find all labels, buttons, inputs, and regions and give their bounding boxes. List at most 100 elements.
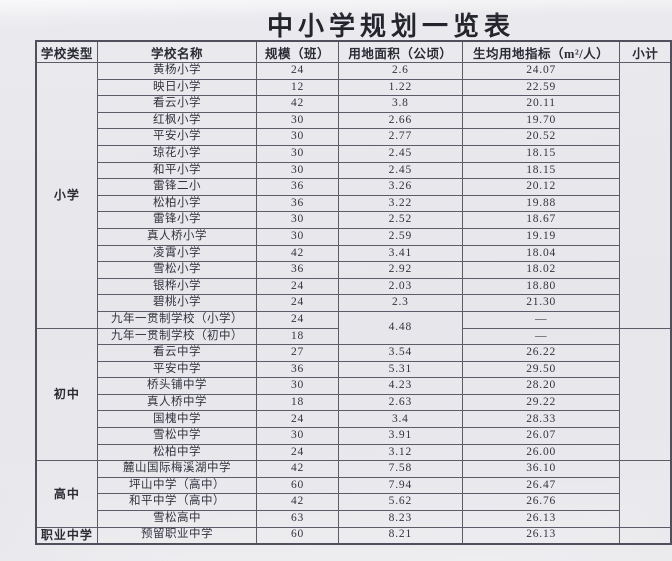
classes-cell: 24 xyxy=(256,410,339,429)
table-row: 平安中学 36 5.31 29.50 xyxy=(36,360,671,379)
area-cell: 2.45 xyxy=(337,161,463,180)
table-row: 银桦小学 24 2.03 18.80 xyxy=(36,277,671,296)
area-cell: 8.21 xyxy=(337,526,463,545)
per-capita-cell: 29.50 xyxy=(461,360,621,379)
area-cell: 5.62 xyxy=(337,493,463,512)
table-row: 初中 九年一贯制学校（初中） 18— xyxy=(35,327,672,462)
table-row: 碧桃小学 24 2.3 21.30 xyxy=(36,294,671,312)
school-name-cell: 预留职业中学 xyxy=(96,526,258,545)
table-row: 凌霄小学 42 3.41 18.04 xyxy=(36,244,671,263)
classes-cell: 36 xyxy=(256,194,339,213)
column-header-2: 规模（班） xyxy=(256,40,339,63)
table-row: 高中 麓山国际梅溪湖中学 42 7.58 36.10 xyxy=(35,460,672,528)
school-name-cell: 雪松高中 xyxy=(96,510,258,528)
per-capita-cell: 20.11 xyxy=(461,95,621,113)
classes-cell: 30 xyxy=(256,128,339,146)
header-row: 学校类型 学校名称 规模（班） 用地面积（公顷） 生均用地指标（m²/人） 小计 xyxy=(35,40,672,63)
table-row: 雷锋小学 30 2.52 18.67 xyxy=(36,211,671,229)
school-name-cell: 看云小学 xyxy=(96,95,258,113)
school-name-cell: 平安小学 xyxy=(96,128,258,146)
page-title: 中小学规划一览表 xyxy=(266,12,515,41)
per-capita-cell: 26.13 xyxy=(461,526,621,545)
per-capita-cell: — xyxy=(461,327,621,346)
classes-cell: 36 xyxy=(256,261,339,279)
area-cell: 1.22 xyxy=(337,78,463,97)
table-row: 桥头铺中学 30 4.23 28.20 xyxy=(36,377,671,395)
area-cell: 2.77 xyxy=(337,128,463,146)
school-planning-table: 学校类型 学校名称 规模（班） 用地面积（公顷） 生均用地指标（m²/人） 小计 小学 黄杨… xyxy=(35,40,672,545)
table-row: 看云中学 27 3.54 26.22 xyxy=(36,344,671,362)
area-cell: 2.03 xyxy=(337,277,463,296)
per-capita-cell: 20.12 xyxy=(461,178,621,196)
area-cell: 2.63 xyxy=(337,393,463,412)
classes-cell: 27 xyxy=(256,344,339,362)
area-cell: 3.54 xyxy=(337,344,463,362)
per-capita-cell: 21.30 xyxy=(461,294,621,312)
column-header-5: 小计 xyxy=(619,40,672,63)
school-name-cell: 松柏中学 xyxy=(96,443,258,462)
subtotal-cell xyxy=(619,460,672,528)
school-name-cell: 和平小学 xyxy=(96,161,258,180)
column-header-4: 生均用地指标（m²/人） xyxy=(461,40,621,63)
area-cell: 3.8 xyxy=(337,95,463,113)
per-capita-cell: 18.02 xyxy=(461,261,621,279)
school-name-cell: 雷锋二小 xyxy=(96,178,258,196)
subtotal-cell xyxy=(619,62,672,329)
school-name-cell: 麓山国际梅溪湖中学 xyxy=(96,460,258,478)
table-row: 平安小学 30 2.77 20.52 xyxy=(36,128,671,146)
table-row: 松柏中学 24 3.12 26.00 xyxy=(36,443,671,462)
area-cell: 4.48 xyxy=(337,310,463,346)
school-name-cell: 平安中学 xyxy=(96,360,258,379)
school-name-cell: 映日小学 xyxy=(96,78,258,97)
per-capita-cell: 19.19 xyxy=(461,227,621,246)
area-cell: 4.23 xyxy=(337,377,463,395)
school-type-cell: 初中 xyxy=(35,327,98,462)
classes-cell: 42 xyxy=(256,95,339,113)
per-capita-cell: 26.07 xyxy=(461,427,621,445)
table-row: 和平小学 30 2.45 18.15 xyxy=(36,161,671,180)
table-header: 学校类型 学校名称 规模（班） 用地面积（公顷） 生均用地指标（m²/人） 小计 xyxy=(35,40,672,63)
per-capita-cell: 18.80 xyxy=(461,277,621,296)
per-capita-cell: 26.76 xyxy=(461,493,621,512)
table-row: 琼花小学 30 2.45 18.15 xyxy=(36,144,671,163)
per-capita-cell: 28.20 xyxy=(461,377,621,395)
area-cell: 3.12 xyxy=(337,443,463,462)
per-capita-cell: 18.15 xyxy=(461,161,621,180)
school-name-cell: 松柏小学 xyxy=(96,194,258,213)
classes-cell: 24 xyxy=(256,443,339,462)
area-cell: 2.59 xyxy=(337,227,463,246)
area-cell: 2.6 xyxy=(337,62,463,80)
per-capita-cell: 18.04 xyxy=(461,244,621,263)
classes-cell: 36 xyxy=(256,360,339,379)
per-capita-cell: 26.13 xyxy=(461,510,621,528)
per-capita-cell: 20.52 xyxy=(461,128,621,146)
area-cell: 8.23 xyxy=(337,510,463,528)
subtotal-cell xyxy=(619,327,672,462)
school-name-cell: 雪松小学 xyxy=(96,261,258,279)
school-type-cell: 小学 xyxy=(35,62,98,329)
school-name-cell: 凌霄小学 xyxy=(96,244,258,263)
school-name-cell: 坪山中学（高中） xyxy=(96,476,258,495)
classes-cell: 30 xyxy=(256,227,339,246)
table-row: 和平中学（高中） 42 5.62 26.76 xyxy=(36,493,671,512)
table-row: 映日小学 12 1.22 22.59 xyxy=(36,78,671,97)
area-cell: 3.91 xyxy=(337,427,463,445)
area-cell: 3.41 xyxy=(337,244,463,263)
school-name-cell: 和平中学（高中） xyxy=(96,493,258,512)
per-capita-cell: 28.33 xyxy=(461,410,621,429)
table-row: 雷锋二小 36 3.26 20.12 xyxy=(36,178,671,196)
per-capita-cell: 22.59 xyxy=(461,78,621,97)
classes-cell: 30 xyxy=(256,377,339,395)
school-name-cell: 黄杨小学 xyxy=(96,62,258,80)
table-row: 真人桥中学 18 2.63 29.22 xyxy=(36,393,671,412)
school-type-cell: 职业中学 xyxy=(35,526,98,545)
table-row: 红枫小学 30 2.66 19.70 xyxy=(36,111,671,130)
area-cell: 2.66 xyxy=(337,111,463,130)
classes-cell: 60 xyxy=(256,526,339,545)
table-row: 雪松中学 30 3.91 26.07 xyxy=(36,427,671,445)
school-name-cell: 碧桃小学 xyxy=(96,294,258,312)
school-name-cell: 桥头铺中学 xyxy=(96,377,258,395)
classes-cell: 30 xyxy=(256,111,339,130)
per-capita-cell: 19.70 xyxy=(461,111,621,130)
